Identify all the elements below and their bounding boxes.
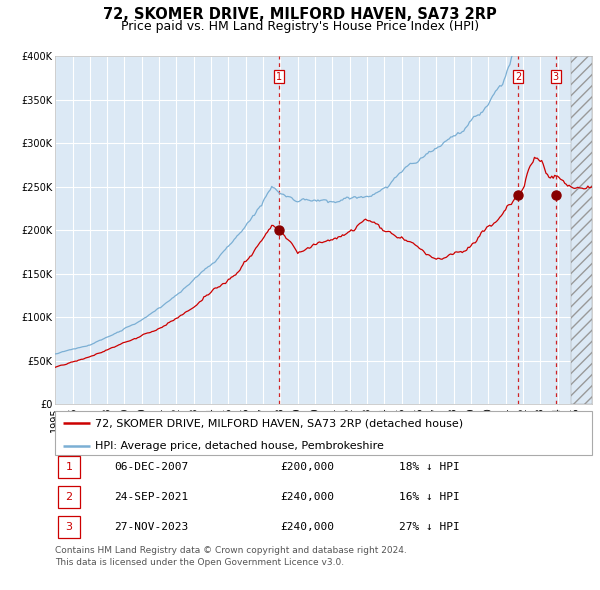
Bar [58,486,80,508]
Text: Price paid vs. HM Land Registry's House Price Index (HPI): Price paid vs. HM Land Registry's House … [121,20,479,33]
Text: £240,000: £240,000 [281,522,335,532]
Text: £240,000: £240,000 [281,492,335,502]
Text: 24-SEP-2021: 24-SEP-2021 [114,492,188,502]
Text: 18% ↓ HPI: 18% ↓ HPI [399,462,460,472]
Bar [58,455,80,478]
Text: 06-DEC-2007: 06-DEC-2007 [114,462,188,472]
Text: 16% ↓ HPI: 16% ↓ HPI [399,492,460,502]
Text: 72, SKOMER DRIVE, MILFORD HAVEN, SA73 2RP (detached house): 72, SKOMER DRIVE, MILFORD HAVEN, SA73 2R… [95,418,464,428]
Text: 27% ↓ HPI: 27% ↓ HPI [399,522,460,532]
Text: 3: 3 [553,72,559,81]
Text: Contains HM Land Registry data © Crown copyright and database right 2024.
This d: Contains HM Land Registry data © Crown c… [55,546,407,567]
Text: HPI: Average price, detached house, Pembrokeshire: HPI: Average price, detached house, Pemb… [95,441,385,451]
Text: £200,000: £200,000 [281,462,335,472]
Bar [58,516,80,538]
Text: 2: 2 [65,492,73,502]
Text: 27-NOV-2023: 27-NOV-2023 [114,522,188,532]
Text: 3: 3 [65,522,73,532]
Text: 1: 1 [65,462,73,472]
Text: 1: 1 [276,72,282,81]
Text: 2: 2 [515,72,521,81]
Bar [571,56,592,404]
Text: 72, SKOMER DRIVE, MILFORD HAVEN, SA73 2RP: 72, SKOMER DRIVE, MILFORD HAVEN, SA73 2R… [103,7,497,22]
